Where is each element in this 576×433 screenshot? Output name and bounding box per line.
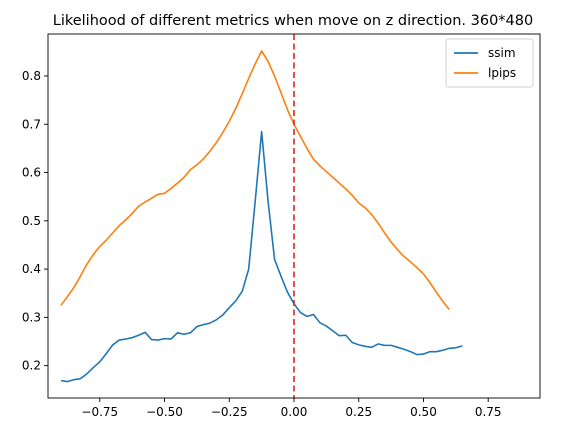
legend-label-lpips: lpips (488, 66, 516, 80)
plot-area (60, 34, 463, 398)
axes: −0.75 −0.50 −0.25 0.00 0.25 0.50 0.75 0.2 0.3 0.4… (22, 33, 541, 419)
y-tick-label: 0.3 (22, 310, 41, 324)
x-tick-label: 0.75 (475, 405, 502, 419)
y-tick-label: 0.6 (22, 166, 41, 180)
series-line-ssim (60, 130, 463, 383)
x-tick-label: 0.25 (345, 405, 372, 419)
legend-label-ssim: ssim (488, 46, 516, 60)
chart-title: Likelihood of different metrics when mov… (53, 13, 533, 29)
x-tick-label: −0.75 (81, 405, 118, 419)
x-tick-label: −0.50 (146, 405, 183, 419)
y-tick-label: 0.8 (22, 69, 41, 83)
legend: ssim lpips (445, 38, 534, 88)
x-tick-label: 0.50 (410, 405, 437, 419)
y-tick-label: 0.2 (22, 359, 41, 373)
y-tick-label: 0.4 (22, 262, 41, 276)
x-tick-label: 0.00 (281, 405, 308, 419)
series-line-lpips (60, 50, 450, 311)
legend-box (445, 38, 534, 88)
y-tick-label: 0.5 (22, 214, 41, 228)
x-tick-label: −0.25 (211, 405, 248, 419)
y-tick-label: 0.7 (22, 117, 41, 131)
